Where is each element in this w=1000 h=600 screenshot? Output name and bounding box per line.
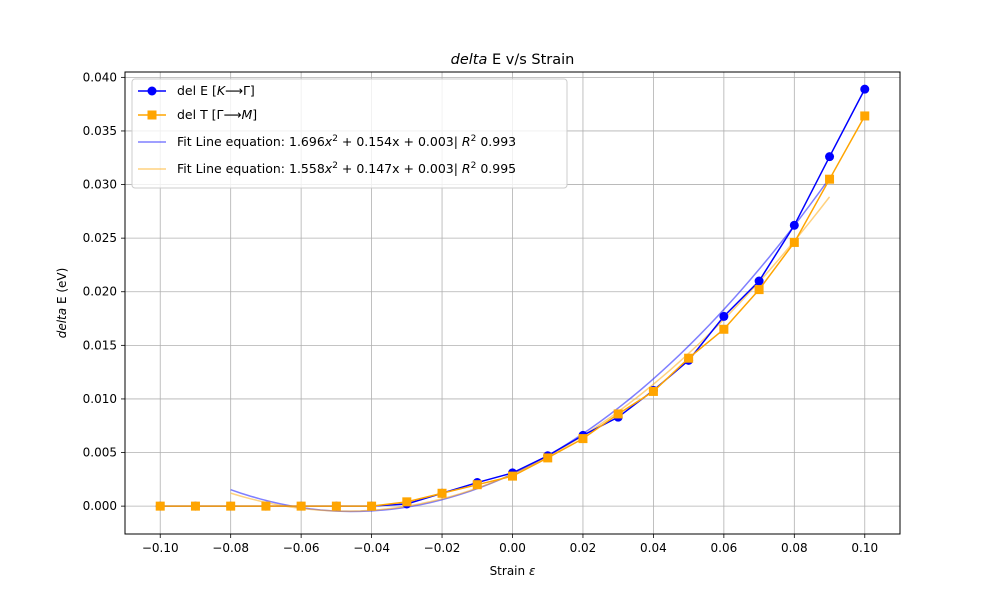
- data-point: [825, 152, 835, 162]
- data-point: [331, 501, 341, 511]
- x-tick-label: 0.04: [640, 541, 667, 555]
- data-point: [719, 311, 729, 321]
- x-tick-label: −0.02: [424, 541, 461, 555]
- legend-marker-del-t: [147, 110, 157, 120]
- data-point: [684, 353, 694, 363]
- data-point: [648, 386, 658, 396]
- x-tick-label: 0.10: [851, 541, 878, 555]
- data-point: [789, 237, 799, 247]
- chart-title-rest: E v/s Strain: [487, 52, 574, 68]
- data-point: [296, 501, 306, 511]
- x-axis-ticks: −0.10 −0.08 −0.06 −0.04 −0.02 0.00 0.02 0.04 0.0…: [142, 534, 878, 555]
- data-point: [190, 501, 200, 511]
- legend: del E [K⟶Γ] del T [Γ⟶M] Fit Line equatio…: [131, 78, 568, 189]
- data-point: [543, 453, 553, 463]
- y-tick-label: 0.010: [83, 392, 117, 406]
- data-series: [155, 84, 870, 511]
- legend-label-fit-1: Fit Line equation: 1.696x2 + 0.154x + 0.…: [177, 134, 516, 149]
- fit-lines: [230, 177, 831, 513]
- fit-line-2: [230, 196, 831, 512]
- x-tick-label: −0.08: [212, 541, 249, 555]
- data-point: [719, 324, 729, 334]
- y-axis-label-rest: E (eV): [55, 268, 69, 308]
- legend-marker-del-e: [147, 86, 157, 96]
- chart-title: delta E v/s Strain: [451, 52, 575, 68]
- legend-label-del-e: del E [K⟶Γ]: [177, 83, 255, 98]
- y-tick-label: 0.040: [83, 70, 117, 84]
- x-tick-label: 0.00: [499, 541, 526, 555]
- legend-box: [131, 78, 568, 189]
- data-point: [754, 276, 764, 286]
- y-axis-label: delta E (eV): [55, 268, 69, 339]
- data-point: [789, 220, 799, 230]
- x-tick-label: 0.02: [570, 541, 597, 555]
- data-point: [860, 84, 870, 94]
- legend-label-del-t: del T [Γ⟶M]: [177, 107, 257, 122]
- x-tick-label: 0.08: [781, 541, 808, 555]
- data-point: [226, 501, 236, 511]
- y-axis-ticks: 0.000 0.005 0.010 0.015 0.020 0.025 0.030 0.035…: [83, 70, 125, 513]
- data-point: [437, 488, 447, 498]
- y-tick-label: 0.035: [83, 124, 117, 138]
- y-tick-label: 0.005: [83, 446, 117, 460]
- x-axis-label-symbol: ε: [529, 564, 536, 578]
- chart-title-italic: delta: [451, 52, 488, 68]
- x-tick-label: −0.10: [142, 541, 179, 555]
- x-axis-label: Strain ε: [490, 564, 536, 578]
- data-point: [613, 409, 623, 419]
- y-tick-label: 0.000: [83, 499, 117, 513]
- y-axis-label-italic: delta: [55, 308, 69, 338]
- series-2: [155, 111, 870, 511]
- y-tick-label: 0.015: [83, 338, 117, 352]
- data-point: [261, 501, 271, 511]
- y-tick-label: 0.030: [83, 178, 117, 192]
- data-point: [578, 434, 588, 444]
- x-tick-label: 0.06: [711, 541, 738, 555]
- data-point: [508, 471, 517, 481]
- x-tick-label: −0.06: [283, 541, 320, 555]
- data-point: [402, 497, 412, 507]
- y-tick-label: 0.020: [83, 285, 117, 299]
- data-point: [472, 480, 482, 490]
- data-point: [367, 501, 377, 511]
- data-point: [155, 501, 165, 511]
- data-point: [825, 174, 835, 184]
- data-point: [860, 111, 870, 121]
- legend-label-fit-2: Fit Line equation: 1.558x2 + 0.147x + 0.…: [177, 161, 516, 176]
- x-axis-label-main: Strain: [490, 564, 529, 578]
- x-tick-label: −0.04: [353, 541, 390, 555]
- data-point: [754, 285, 764, 295]
- y-tick-label: 0.025: [83, 231, 117, 245]
